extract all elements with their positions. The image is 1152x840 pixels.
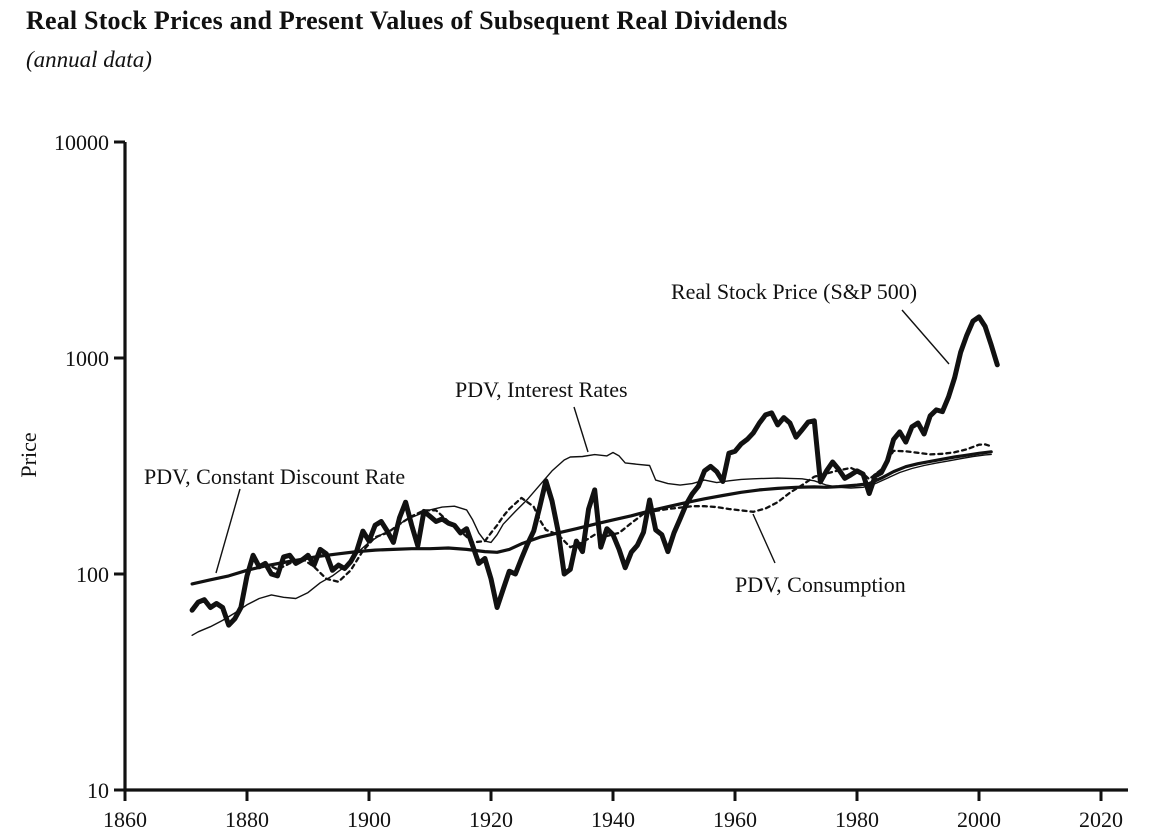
series-line-pdv-interest-rates: [191, 451, 992, 636]
x-tick-label: 1860: [103, 807, 147, 832]
annotation-pdv-interest-rates: PDV, Interest Rates: [455, 377, 628, 402]
series-line-pdv-consumption: [264, 443, 993, 583]
x-tick-label: 1880: [225, 807, 269, 832]
annotation-leader-line: [215, 488, 241, 574]
annotation-pdv-consumption: PDV, Consumption: [735, 572, 906, 597]
annotation-real-stock-price: Real Stock Price (S&P 500): [671, 279, 918, 304]
figure-title: Real Stock Prices and Present Values of …: [26, 6, 788, 35]
x-tick-label: 2000: [957, 807, 1001, 832]
y-tick-label: 1000: [65, 346, 109, 371]
x-tick-label: 1960: [713, 807, 757, 832]
annotation-leader-line: [573, 406, 589, 453]
annotation-leader-line: [752, 513, 776, 564]
series-line-pdv-constant-discount-rate: [190, 450, 993, 586]
y-tick-label: 100: [76, 562, 109, 587]
x-tick-label: 2020: [1079, 807, 1123, 832]
y-tick-label: 10000: [54, 130, 109, 155]
annotation-leader-line: [901, 309, 950, 365]
x-tick-label: 1980: [835, 807, 879, 832]
figure-subtitle: (annual data): [26, 47, 152, 72]
y-axis-title: Price: [16, 432, 41, 477]
x-tick-label: 1940: [591, 807, 635, 832]
annotation-pdv-constant-discount-rate: PDV, Constant Discount Rate: [144, 464, 406, 489]
x-tick-label: 1900: [347, 807, 391, 832]
x-tick-label: 1920: [469, 807, 513, 832]
y-tick-label: 10: [87, 778, 109, 803]
